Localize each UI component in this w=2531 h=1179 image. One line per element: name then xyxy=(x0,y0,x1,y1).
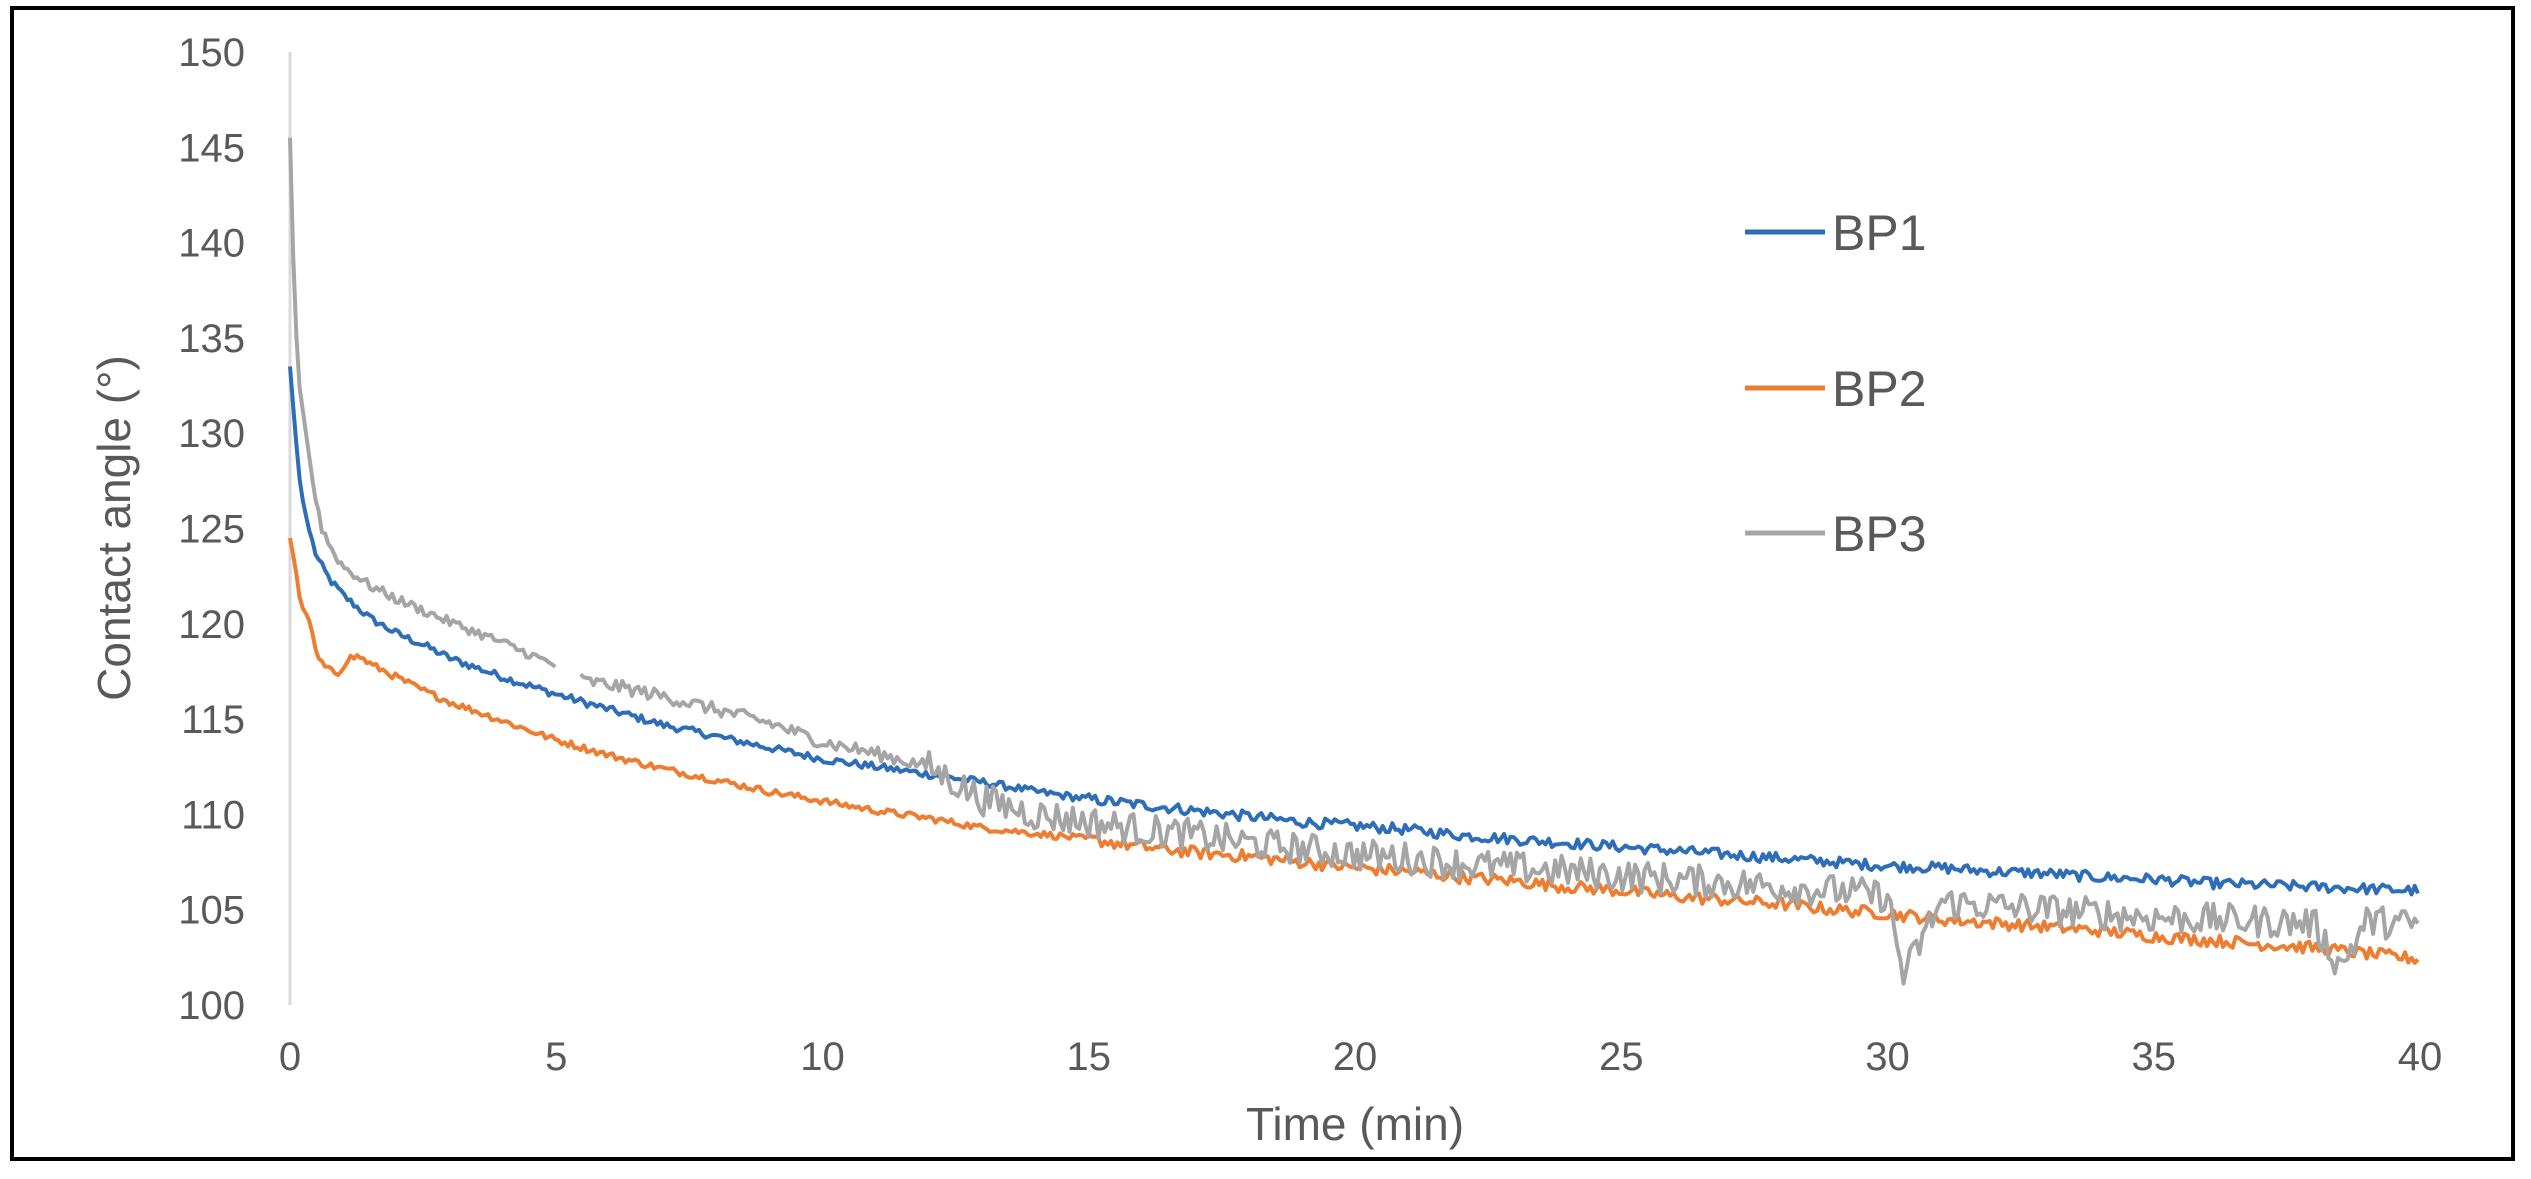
y-tick-label: 140 xyxy=(178,222,245,266)
x-tick-label: 0 xyxy=(279,1035,301,1079)
x-tick-label: 15 xyxy=(1067,1035,1112,1079)
x-tick-label: 10 xyxy=(800,1035,845,1079)
x-tick-label: 40 xyxy=(2398,1035,2443,1079)
y-tick-labels: 100 105 110 115 120 125 130 135 140 145 150 xyxy=(178,31,245,1028)
y-tick-label: 100 xyxy=(178,984,245,1028)
y-tick-label: 115 xyxy=(181,698,245,742)
legend-label-bp2: BP2 xyxy=(1832,361,1927,417)
y-tick-label: 130 xyxy=(178,412,245,456)
series-line-bp2 xyxy=(288,537,2420,965)
y-tick-label: 105 xyxy=(178,889,245,933)
chart-frame xyxy=(10,6,2515,1161)
x-tick-labels: 0 5 10 15 20 25 30 35 40 xyxy=(279,1035,2442,1079)
legend: BP1 BP2 BP3 xyxy=(1745,205,1927,562)
x-tick-label: 20 xyxy=(1333,1035,1378,1079)
x-tick-label: 30 xyxy=(1865,1035,1910,1079)
y-tick-label: 150 xyxy=(178,31,245,75)
series-line-bp3 xyxy=(288,137,2420,986)
x-tick-label: 5 xyxy=(545,1035,567,1079)
x-tick-label: 35 xyxy=(2132,1035,2177,1079)
legend-label-bp3: BP3 xyxy=(1832,506,1927,562)
y-axis-title: Contact angle (°) xyxy=(88,355,140,701)
series-layer xyxy=(288,137,2420,986)
y-tick-label: 125 xyxy=(178,508,245,552)
y-tick-label: 145 xyxy=(178,126,245,170)
series-line-bp1 xyxy=(288,366,2420,897)
x-axis-title: Time (min) xyxy=(1246,1098,1464,1150)
y-tick-label: 135 xyxy=(178,317,245,361)
y-tick-label: 120 xyxy=(178,603,245,647)
x-tick-label: 25 xyxy=(1599,1035,1644,1079)
legend-label-bp1: BP1 xyxy=(1832,205,1927,261)
y-tick-label: 110 xyxy=(181,793,245,837)
